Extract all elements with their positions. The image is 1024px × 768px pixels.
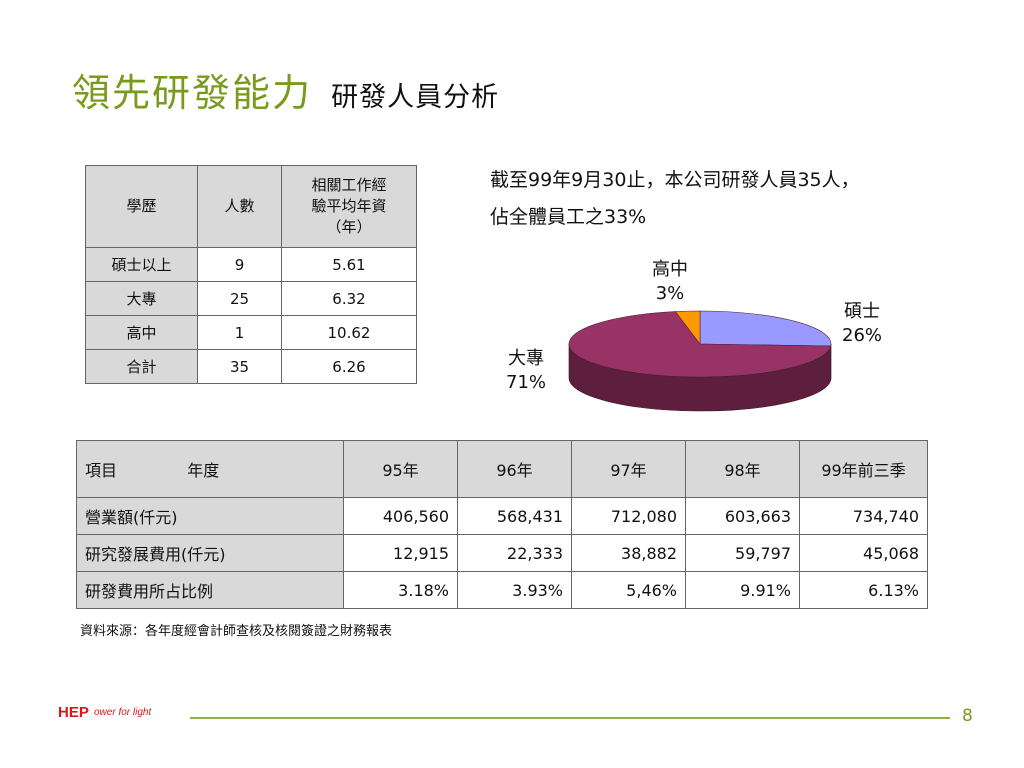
row-label: 碩士以上 <box>85 247 198 282</box>
cell-experience: 10.62 <box>281 315 417 350</box>
cell-value: 3.18% <box>343 571 458 609</box>
header-year-99: 99年前三季 <box>799 440 928 498</box>
summary-line2: 佔全體員工之33% <box>490 206 647 228</box>
table-row: 合計 35 6.26 <box>85 349 417 384</box>
row-label: 營業額(仟元) <box>76 497 344 535</box>
cell-headcount: 25 <box>197 281 282 316</box>
header-avg-experience-line3: （年） <box>326 218 372 236</box>
cell-value: 734,740 <box>799 497 928 535</box>
header-item: 項目 <box>85 461 118 480</box>
pie-slice-highschool <box>674 310 701 345</box>
header-education: 學歷 <box>85 165 198 248</box>
table-row: 碩士以上 9 5.61 <box>85 247 417 282</box>
cell-experience: 5.61 <box>281 247 417 282</box>
header-avg-experience: 相關工作經 驗平均年資 （年） <box>281 165 417 248</box>
cell-value: 9.91% <box>685 571 800 609</box>
table-row: 營業額(仟元) 406,560 568,431 712,080 603,663 … <box>76 497 928 535</box>
header-year-98: 98年 <box>685 440 800 498</box>
table-row: 大專 25 6.32 <box>85 281 417 316</box>
summary-text: 截至99年9月30止，本公司研發人員35人， 佔全體員工之33% <box>490 162 860 236</box>
cell-value: 5,46% <box>571 571 686 609</box>
header-year-96: 96年 <box>457 440 572 498</box>
header-headcount: 人數 <box>197 165 282 248</box>
row-label: 合計 <box>85 349 198 384</box>
pie-label-master-name: 碩士 <box>844 301 880 322</box>
cell-value: 45,068 <box>799 534 928 572</box>
table-header-row: 學歷 人數 相關工作經 驗平均年資 （年） <box>85 165 417 248</box>
education-table: 學歷 人數 相關工作經 驗平均年資 （年） 碩士以上 9 5.61 大專 25 … <box>85 165 417 384</box>
cell-headcount: 9 <box>197 247 282 282</box>
slide-title: 領先研發能力 研發人員分析 <box>72 62 499 117</box>
cell-value: 38,882 <box>571 534 686 572</box>
table-row: 研究發展費用(仟元) 12,915 22,333 38,882 59,797 4… <box>76 534 928 572</box>
title-sub: 研發人員分析 <box>331 82 500 113</box>
pie-label-college-name: 大專 <box>508 348 544 369</box>
pie-label-college-value: 71% <box>506 372 547 393</box>
row-label: 高中 <box>85 315 198 350</box>
pie-slice-master <box>699 310 832 347</box>
table-row: 高中 1 10.62 <box>85 315 417 350</box>
title-main: 領先研發能力 <box>72 71 313 115</box>
footer-divider <box>190 717 950 719</box>
pie-top <box>568 310 832 378</box>
cell-headcount: 1 <box>197 315 282 350</box>
cell-value: 3.93% <box>457 571 572 609</box>
header-avg-experience-line2: 驗平均年資 <box>311 197 387 215</box>
page-number: 8 <box>962 706 973 726</box>
cell-value: 568,431 <box>457 497 572 535</box>
pie-chart <box>568 310 832 412</box>
cell-value: 12,915 <box>343 534 458 572</box>
company-logo: HEP ower for light <box>50 688 180 738</box>
row-label: 研發費用所占比例 <box>76 571 344 609</box>
table-header-row: 項目 年度 95年 96年 97年 98年 99年前三季 <box>76 440 928 498</box>
cell-experience: 6.32 <box>281 281 417 316</box>
cell-value: 712,080 <box>571 497 686 535</box>
pie-label-master: 碩士 26% <box>842 300 882 348</box>
header-year: 年度 <box>187 461 220 480</box>
cell-value: 6.13% <box>799 571 928 609</box>
cell-headcount: 35 <box>197 349 282 384</box>
pie-label-college: 大專 71% <box>506 347 546 395</box>
financial-table: 項目 年度 95年 96年 97年 98年 99年前三季 營業額(仟元) 406… <box>76 440 928 609</box>
header-year-97: 97年 <box>571 440 686 498</box>
pie-label-highschool-name: 高中 <box>652 259 688 280</box>
cell-value: 406,560 <box>343 497 458 535</box>
source-note: 資料來源：各年度經會計師查核及核閱簽證之財務報表 <box>80 624 393 639</box>
row-label: 大專 <box>85 281 198 316</box>
header-year-95: 95年 <box>343 440 458 498</box>
cell-experience: 6.26 <box>281 349 417 384</box>
header-avg-experience-line1: 相關工作經 <box>311 176 387 194</box>
cell-value: 22,333 <box>457 534 572 572</box>
summary-line1: 截至99年9月30止，本公司研發人員35人， <box>490 169 860 191</box>
logo-brand: HEP <box>58 704 89 721</box>
pie-label-highschool: 高中 3% <box>652 258 688 306</box>
row-label: 研究發展費用(仟元) <box>76 534 344 572</box>
header-item-year: 項目 年度 <box>76 440 344 498</box>
table-row: 研發費用所占比例 3.18% 3.93% 5,46% 9.91% 6.13% <box>76 571 928 609</box>
pie-label-highschool-value: 3% <box>655 283 685 304</box>
cell-value: 603,663 <box>685 497 800 535</box>
pie-label-master-value: 26% <box>842 325 883 346</box>
logo-tagline: ower for light <box>94 707 152 718</box>
cell-value: 59,797 <box>685 534 800 572</box>
